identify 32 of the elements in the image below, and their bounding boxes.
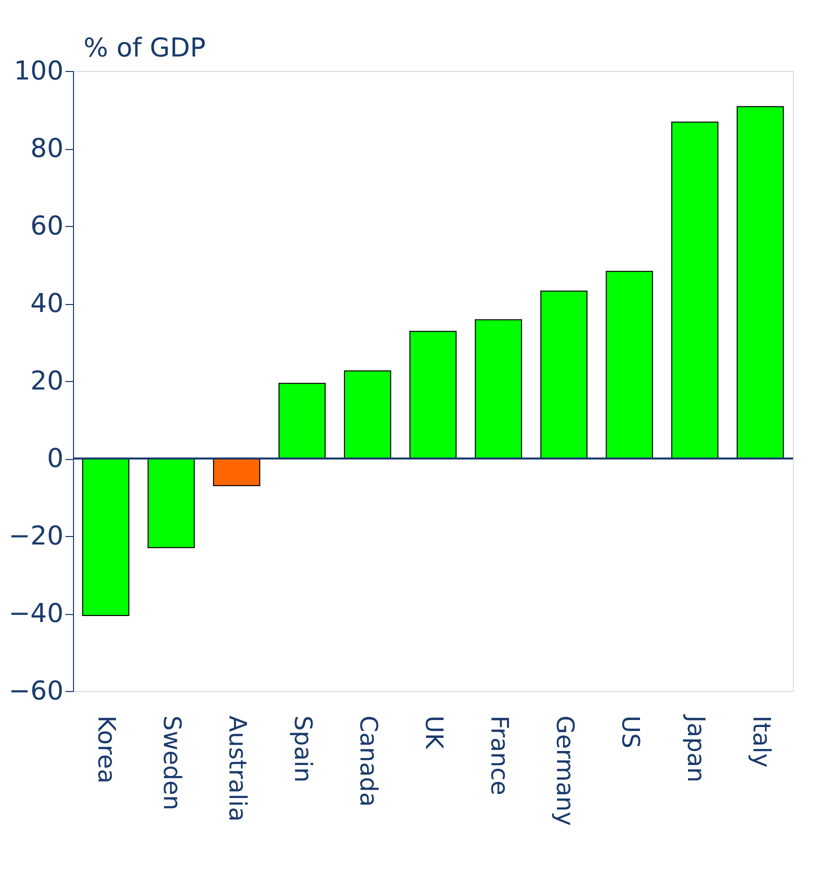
bar: [671, 122, 718, 459]
x-tick-label: UK: [420, 716, 448, 750]
y-tick-label: 40: [30, 289, 64, 319]
x-tick-label: Spain: [289, 716, 318, 783]
y-tick-label: 80: [30, 134, 64, 164]
x-tick-label: Japan: [682, 714, 710, 782]
bar: [606, 270, 653, 459]
bar: [278, 382, 326, 459]
x-tick-label: Australia: [224, 716, 252, 822]
y-tick-label: 0: [46, 444, 64, 474]
bar: [148, 458, 195, 548]
y-tick-label: 60: [30, 212, 64, 242]
bar: [474, 319, 522, 459]
bar: [344, 370, 392, 459]
y-tick-label: −60: [8, 676, 64, 706]
y-axis-title: % of GDP: [84, 34, 206, 64]
bar: [409, 330, 457, 459]
x-tick-label: Sweden: [158, 716, 186, 810]
x-tick-label: France: [485, 716, 514, 796]
x-tick-label: US: [616, 716, 644, 748]
y-tick-label: 100: [14, 56, 64, 86]
y-tick-label: 20: [30, 366, 64, 396]
x-tick-label: Italy: [747, 716, 776, 768]
y-tick-label: −20: [8, 522, 64, 552]
bar: [736, 106, 784, 459]
bar: [213, 458, 260, 486]
bar: [82, 458, 130, 616]
x-tick-label: Korea: [92, 716, 121, 784]
x-tick-label: Germany: [550, 716, 579, 826]
bar: [540, 290, 588, 459]
y-tick-label: −40: [8, 599, 64, 629]
x-tick-label: Canada: [354, 716, 383, 807]
